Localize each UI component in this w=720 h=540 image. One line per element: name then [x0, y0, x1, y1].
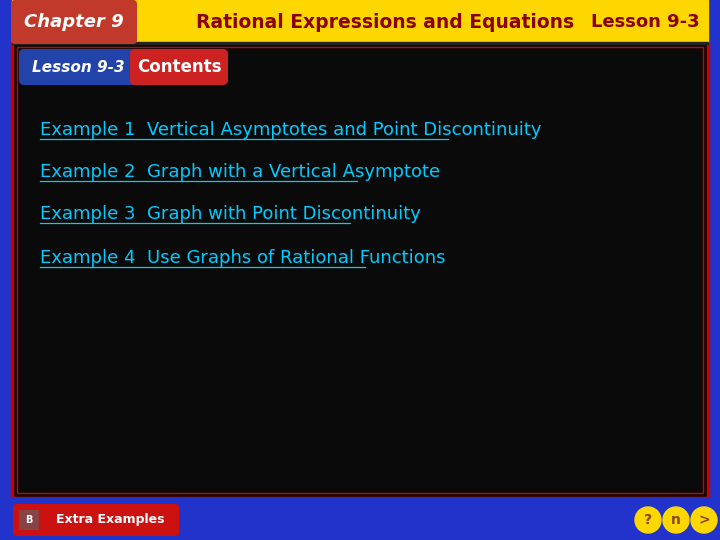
Text: Chapter 9: Chapter 9: [24, 13, 124, 31]
Text: >: >: [698, 513, 710, 527]
FancyBboxPatch shape: [13, 504, 179, 536]
Bar: [12, 42, 708, 498]
Text: Example 2  Graph with a Vertical Asymptote: Example 2 Graph with a Vertical Asymptot…: [40, 163, 440, 181]
Text: Lesson 9-3: Lesson 9-3: [32, 59, 125, 75]
FancyBboxPatch shape: [11, 0, 137, 44]
Text: Rational Expressions and Equations: Rational Expressions and Equations: [196, 12, 574, 31]
Circle shape: [635, 507, 661, 533]
Circle shape: [691, 507, 717, 533]
Bar: [12, 42, 708, 44]
Text: Example 4  Use Graphs of Rational Functions: Example 4 Use Graphs of Rational Functio…: [40, 249, 446, 267]
Text: Extra Examples: Extra Examples: [55, 514, 164, 526]
Bar: [12, 0, 708, 42]
Bar: [17, 47, 703, 493]
Text: B: B: [25, 515, 32, 525]
FancyBboxPatch shape: [130, 49, 228, 85]
Bar: [12, 42, 708, 498]
Text: ?: ?: [644, 513, 652, 527]
Text: Example 1  Vertical Asymptotes and Point Discontinuity: Example 1 Vertical Asymptotes and Point …: [40, 121, 541, 139]
FancyBboxPatch shape: [19, 49, 137, 85]
Text: Example 3  Graph with Point Discontinuity: Example 3 Graph with Point Discontinuity: [40, 205, 421, 223]
Circle shape: [663, 507, 689, 533]
Bar: [0, 498, 720, 540]
Text: Contents: Contents: [137, 58, 221, 76]
Text: Lesson 9-3: Lesson 9-3: [591, 13, 700, 31]
Text: n: n: [671, 513, 681, 527]
FancyBboxPatch shape: [19, 510, 39, 530]
